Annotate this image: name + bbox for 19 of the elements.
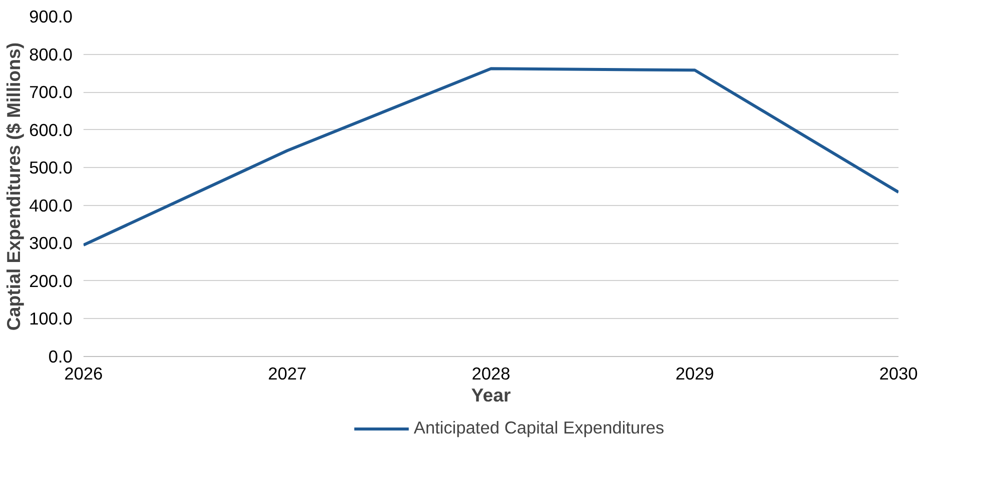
y-tick-label: 300.0 xyxy=(29,233,73,254)
y-tick-label: 500.0 xyxy=(29,158,73,178)
y-tick-label: 700.0 xyxy=(29,82,73,102)
y-tick-label: 900.0 xyxy=(29,6,73,26)
line-series xyxy=(84,67,898,247)
x-tick-label: 2030 xyxy=(879,364,918,384)
x-tick-label: 2027 xyxy=(268,364,307,384)
x-tick-label: 2029 xyxy=(675,364,714,384)
y-tick-label: 100.0 xyxy=(29,308,73,329)
y-axis-title: Captial Expenditures ($ Millions) xyxy=(3,42,24,331)
y-tick-label: 600.0 xyxy=(29,120,73,140)
y-tick-label: 800.0 xyxy=(29,44,73,64)
x-tick-label: 2028 xyxy=(472,364,510,384)
y-tick-label: 200.0 xyxy=(29,270,73,291)
legend-label: Anticipated Capital Expenditures xyxy=(414,418,664,438)
x-axis-title: Year xyxy=(471,384,511,406)
x-tick-label: 2026 xyxy=(64,364,103,384)
y-tick-label: 400.0 xyxy=(29,195,73,216)
y-tick-label: 0.0 xyxy=(48,346,73,366)
